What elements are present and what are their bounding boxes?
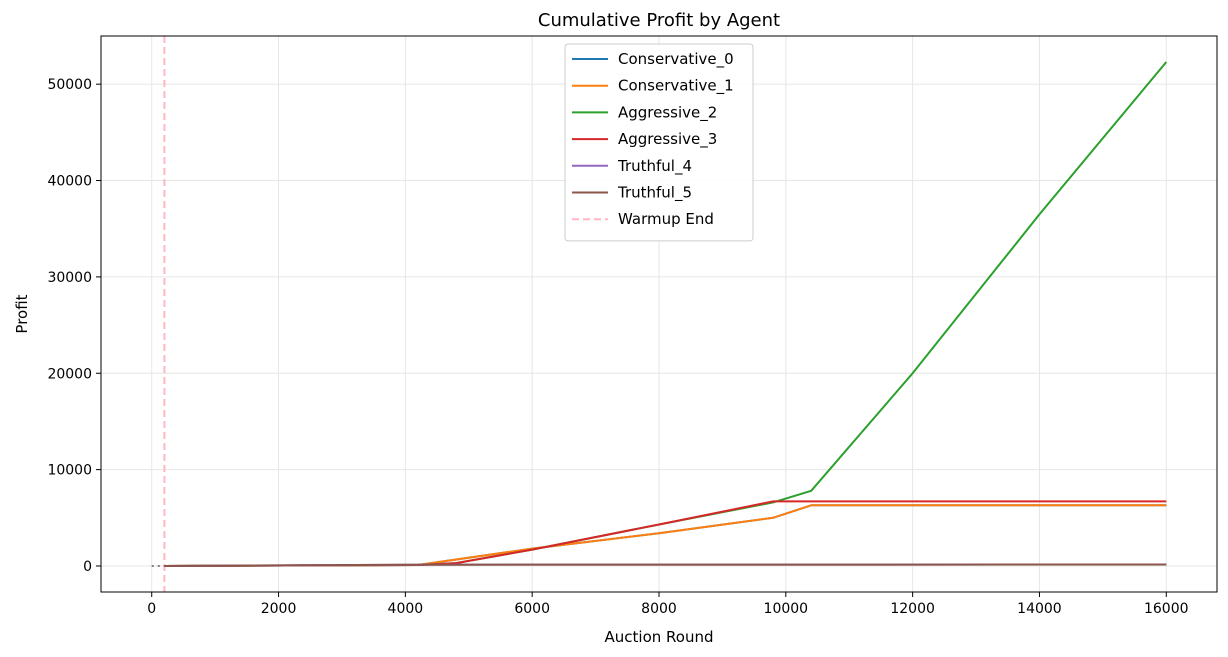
chart-title: Cumulative Profit by Agent	[538, 10, 780, 31]
legend-label: Aggressive_3	[618, 130, 717, 149]
y-tick-label: 30000	[47, 270, 92, 286]
legend-label: Warmup End	[618, 210, 714, 228]
warmup-layer	[151, 36, 166, 592]
legend-label: Conservative_0	[618, 50, 734, 69]
y-tick-label: 10000	[47, 463, 92, 479]
legend-label: Truthful_5	[617, 184, 692, 203]
y-axis-label: Profit	[13, 294, 31, 333]
y-tick-label: 20000	[47, 366, 92, 382]
x-tick-label: 4000	[388, 601, 424, 617]
x-tick-label: 6000	[514, 601, 550, 617]
x-tick-label: 12000	[890, 601, 935, 617]
x-axis-label: Auction Round	[605, 628, 714, 646]
x-tick-label: 2000	[261, 601, 297, 617]
y-tick-label: 40000	[47, 174, 92, 190]
x-tick-label: 0	[147, 601, 156, 617]
y-axis: 0 10000 20000 30000 40000 50000	[47, 77, 101, 575]
legend-box	[564, 43, 754, 242]
y-tick-label: 0	[83, 559, 92, 575]
legend-label: Aggressive_2	[618, 103, 717, 122]
x-tick-label: 8000	[641, 601, 677, 617]
legend-label: Conservative_1	[618, 77, 734, 96]
y-tick-label: 50000	[47, 77, 92, 93]
x-tick-label: 10000	[764, 601, 809, 617]
x-axis: 0 2000 4000 6000 8000 10000 12000 14000 16000	[147, 592, 1189, 617]
series-line-truthful-5	[164, 563, 1167, 567]
legend-label: Truthful_4	[617, 157, 692, 176]
series-layer	[164, 61, 1168, 567]
legend: Conservative_0 Conservative_1 Aggressive_2…	[564, 43, 754, 242]
x-tick-label: 14000	[1017, 601, 1062, 617]
x-tick-label: 16000	[1144, 601, 1189, 617]
